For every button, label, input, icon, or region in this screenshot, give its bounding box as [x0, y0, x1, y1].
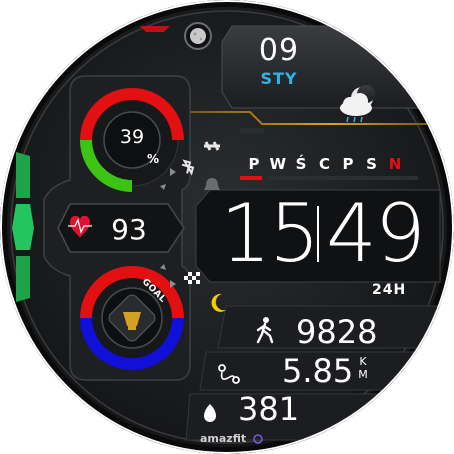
distance-unit: K M [358, 355, 368, 381]
bluetooth-icon [181, 159, 195, 176]
goal-arc-red [80, 266, 184, 319]
date-panel [221, 25, 421, 109]
calories-value: 381 [238, 390, 300, 428]
calories-flame-icon [204, 404, 216, 422]
heart-pulse-icon [68, 215, 92, 238]
alarm-bell-icon [204, 178, 220, 190]
weekday-indicator-bar [240, 176, 262, 180]
time-hours: 15 [220, 187, 320, 280]
distance-route-icon [218, 364, 240, 384]
battery-unit: % [147, 152, 160, 166]
time-format-label: 24H [372, 282, 407, 298]
walking-icon [256, 317, 274, 344]
goal-arc-blue [80, 317, 184, 370]
workout-icon [204, 141, 220, 151]
brand-logo: amazfit [200, 432, 247, 445]
heart-rate-panel [57, 203, 185, 253]
date-month: STY [260, 69, 298, 88]
status-bars-left [12, 152, 34, 302]
battery-arc-green [80, 139, 133, 192]
distance-unit-bottom: M [358, 368, 368, 381]
moon-phase-icon [190, 28, 206, 44]
weekday-7: N [388, 155, 402, 173]
weekday-4: C [318, 155, 330, 173]
distance-value: 5.85 [282, 352, 354, 390]
time-minutes: 49 [326, 187, 426, 280]
checkered-flag-icon [184, 272, 200, 284]
weekday-2: W [269, 155, 287, 173]
weekday-3: Ś [295, 155, 307, 173]
weekday-5: P [342, 155, 354, 173]
moon-icon [211, 293, 226, 312]
date-day: 09 [258, 33, 300, 68]
steps-value: 9828 [296, 313, 378, 351]
gold-trim [190, 111, 430, 125]
battery-inner [103, 111, 161, 169]
weekday-1: P [248, 155, 260, 173]
battery-arc-red [80, 88, 184, 141]
battery-value: 39 [119, 126, 145, 148]
distance-unit-top: K [359, 355, 367, 368]
weekday-6: S [366, 155, 377, 173]
heart-rate-value: 93 [111, 213, 147, 246]
partly-cloudy-night-rain-icon [340, 85, 375, 123]
goal-trophy-icon [108, 294, 156, 342]
